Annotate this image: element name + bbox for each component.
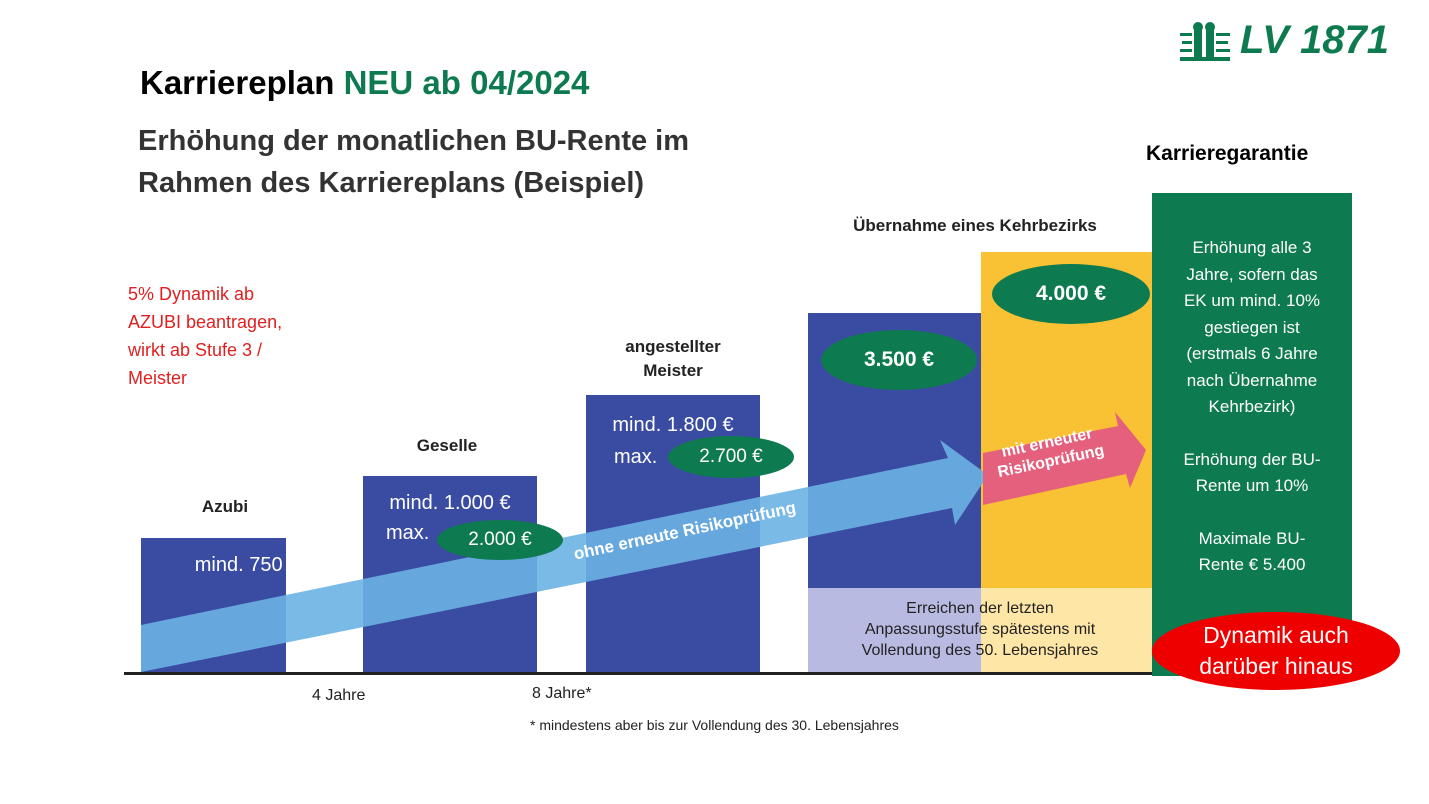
- azubi-min: mind. 750 €: [194, 554, 300, 576]
- logo-text: LV 1871: [1240, 18, 1390, 62]
- subtitle: Erhöhung der monatlichen BU-Rente im Rahm…: [138, 125, 690, 199]
- dynamik-badge: Dynamik auch darüber hinaus: [1152, 612, 1400, 690]
- value-3500-ellipse: 3.500 €: [821, 330, 977, 390]
- geselle-max-prefix: max.: [386, 522, 430, 544]
- logo: LV 1871: [1180, 18, 1389, 63]
- pink-arrow: [983, 412, 1146, 505]
- baseline: [124, 672, 1154, 675]
- guarantee-box: Erhöhung alle 3 Jahre, sofern das EK um mi…: [1152, 193, 1352, 676]
- bottom-box-yellow: [981, 588, 1152, 673]
- stage-label-kehrbezirk: Übernahme eines Kehrbezirks: [853, 216, 1097, 235]
- footnote: * mindestens aber bis zur Vollendung des…: [530, 717, 899, 733]
- bottom-box-text: Erreichen der letzten Anpassungsstufe spä…: [861, 600, 1099, 659]
- tick-8-jahre: 8 Jahre*: [532, 685, 592, 702]
- page-title: Karriereplan NEU ab 04/2024: [140, 64, 590, 101]
- tick-4-jahre: 4 Jahre: [312, 687, 366, 704]
- stage-label-azubi: Azubi: [201, 497, 249, 516]
- geselle-max-ellipse: 2.000 €: [437, 520, 563, 560]
- bottom-box-lavender: [808, 588, 981, 673]
- dynamik-note: 5% Dynamik ab AZUBI beantragen, wirkt ab S…: [128, 284, 283, 388]
- stage-label-geselle: Geselle: [416, 436, 478, 455]
- meister-min: mind. 1.800 €: [612, 414, 734, 436]
- value-4000-ellipse: 4.000 €: [992, 264, 1150, 324]
- logo-towers-icon: [1180, 21, 1230, 61]
- stage-label-meister: angestellter Meister: [625, 337, 721, 380]
- meister-max-ellipse: 2.700 €: [668, 436, 794, 478]
- meister-max-prefix: max.: [614, 446, 658, 468]
- blue-arrow: [141, 440, 988, 672]
- geselle-min: mind. 1.000 €: [389, 492, 511, 514]
- guarantee-title: Karrieregarantie: [1146, 142, 1309, 165]
